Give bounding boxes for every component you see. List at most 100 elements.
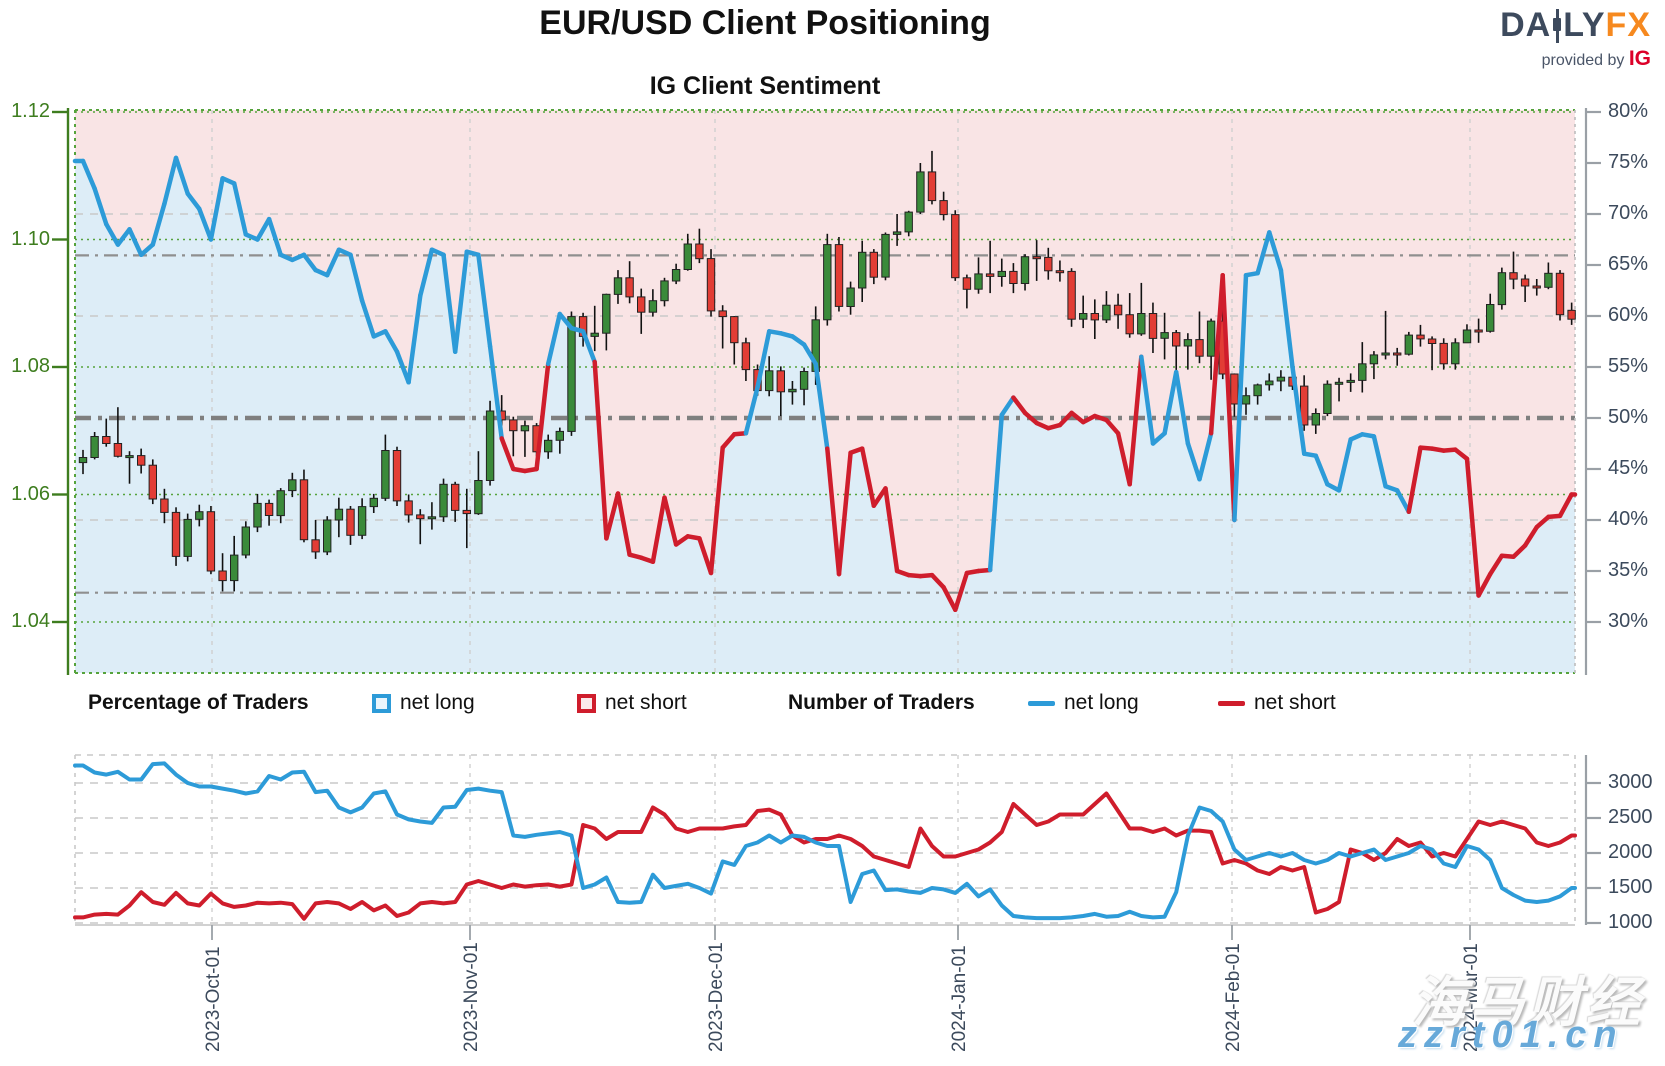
candle-body	[276, 490, 285, 517]
sentiment-line-segment	[941, 585, 958, 613]
sentiment-line-segment	[1139, 354, 1156, 446]
candle-body	[1416, 334, 1425, 340]
candle-body	[1137, 313, 1146, 335]
pct-axis-label: 50%	[1608, 406, 1649, 428]
pct-axis-label: 75%	[1608, 151, 1649, 173]
sentiment-line-segment	[1406, 445, 1423, 515]
sentiment-line-segment	[348, 252, 365, 303]
candle-body	[357, 506, 367, 536]
sentiment-line-segment	[1557, 492, 1574, 519]
candle-body	[916, 171, 925, 213]
candle-body	[590, 332, 599, 337]
candle-body	[1381, 352, 1390, 356]
price-axis-label: 1.10	[11, 227, 50, 250]
candle-body	[1439, 342, 1448, 365]
candle-body	[1532, 285, 1541, 289]
watermark-cn: 海马财经	[1412, 973, 1644, 1033]
candle-body	[567, 316, 576, 432]
sentiment-line-segment	[1069, 410, 1086, 425]
candle-body	[183, 518, 192, 557]
candle-body	[660, 280, 669, 302]
sentiment-line-segment	[859, 446, 877, 508]
sentiment-line-segment	[1453, 447, 1470, 462]
candle-body	[695, 243, 704, 260]
sentiment-line-segment	[138, 242, 156, 258]
candle-body	[334, 508, 344, 521]
logo-text-da: DA	[1500, 6, 1552, 44]
sentiment-line-segment	[1220, 272, 1237, 523]
sentiment-line-segment	[324, 247, 342, 278]
candle-body	[1067, 270, 1076, 320]
sentiment-line-segment	[92, 186, 109, 227]
sentiment-line-segment	[127, 227, 144, 258]
sentiment-line-segment	[673, 534, 691, 547]
candle-body	[927, 171, 937, 202]
candle-body	[311, 539, 320, 553]
price-axis-label: 1.12	[11, 100, 50, 122]
sentiment-line-segment	[266, 216, 283, 258]
sentiment-line-segment	[173, 155, 190, 196]
candle-body	[1346, 379, 1355, 383]
sentiment-line-segment	[1336, 437, 1353, 493]
count-axis-label: 2000	[1608, 841, 1653, 863]
sentiment-line-segment	[441, 252, 458, 354]
candle-body	[206, 511, 216, 572]
candle-body	[1544, 272, 1553, 288]
sentiment-line-segment	[929, 572, 946, 590]
candle-body	[1369, 354, 1379, 365]
candle-body	[416, 514, 425, 520]
netlong-square-icon	[372, 693, 391, 713]
candle-body	[1044, 256, 1053, 272]
sentiment-line-segment	[883, 486, 900, 574]
candle-body	[846, 287, 855, 307]
page-title: EUR/USD Client Positioning	[539, 4, 991, 42]
candle-body	[1102, 304, 1111, 321]
pct-axis-label: 65%	[1608, 253, 1649, 275]
sentiment-line-segment	[255, 216, 272, 242]
candle-body	[544, 439, 553, 453]
month-label: 2024-Mar-01	[1461, 943, 1482, 1052]
sentiment-line-segment	[394, 349, 411, 385]
netlong-line-icon	[1028, 700, 1055, 706]
candle-body	[1567, 309, 1576, 320]
month-label: 2023-Dec-01	[706, 942, 727, 1052]
candle-body	[171, 511, 181, 557]
provided-by-text: provided by	[1541, 52, 1625, 69]
fill-below-sentiment	[75, 157, 1575, 673]
sentiment-line-segment	[1278, 267, 1295, 370]
candle-body	[613, 277, 623, 295]
ig-logo: IG	[1628, 47, 1651, 70]
legend-cnt-title: Number of Traders	[788, 691, 975, 714]
pct-axis-label: 70%	[1608, 202, 1649, 224]
candle-body	[939, 200, 948, 216]
candle-body	[1474, 329, 1483, 333]
sentiment-line-segment	[743, 385, 760, 436]
sentiment-line-segment	[1487, 553, 1505, 577]
sentiment-line-segment	[1173, 369, 1191, 446]
candle-body	[788, 388, 797, 393]
logo-provided-by: provided by IG	[1500, 47, 1651, 71]
sentiment-line-segment	[534, 361, 551, 472]
sentiment-line-segment	[418, 247, 435, 298]
pct-axis-label: 40%	[1608, 508, 1649, 530]
candlestick-icon	[1552, 8, 1562, 43]
candle-body	[218, 570, 227, 582]
sentiment-line-segment	[1127, 354, 1144, 487]
chart-subtitle: IG Client Sentiment	[649, 72, 881, 100]
candle-body	[1160, 332, 1169, 339]
candle-body	[858, 251, 867, 289]
candle-body	[439, 483, 448, 518]
count-axis-label: 1000	[1608, 911, 1653, 933]
legend-cnt-netshort-label: net short	[1254, 691, 1336, 714]
candle-body	[462, 509, 472, 515]
sentiment-line-segment	[1267, 230, 1284, 273]
candle-body	[1334, 381, 1344, 385]
candle-body	[1206, 320, 1216, 357]
count-axis-label: 3000	[1608, 771, 1653, 793]
sentiment-line-segment	[1290, 364, 1307, 456]
sentiment-line-segment	[662, 495, 679, 547]
sentiment-line-segment	[1511, 543, 1528, 559]
sentiment-line-segment	[1022, 410, 1039, 426]
legend-cnt-netlong: net long	[1028, 686, 1139, 720]
